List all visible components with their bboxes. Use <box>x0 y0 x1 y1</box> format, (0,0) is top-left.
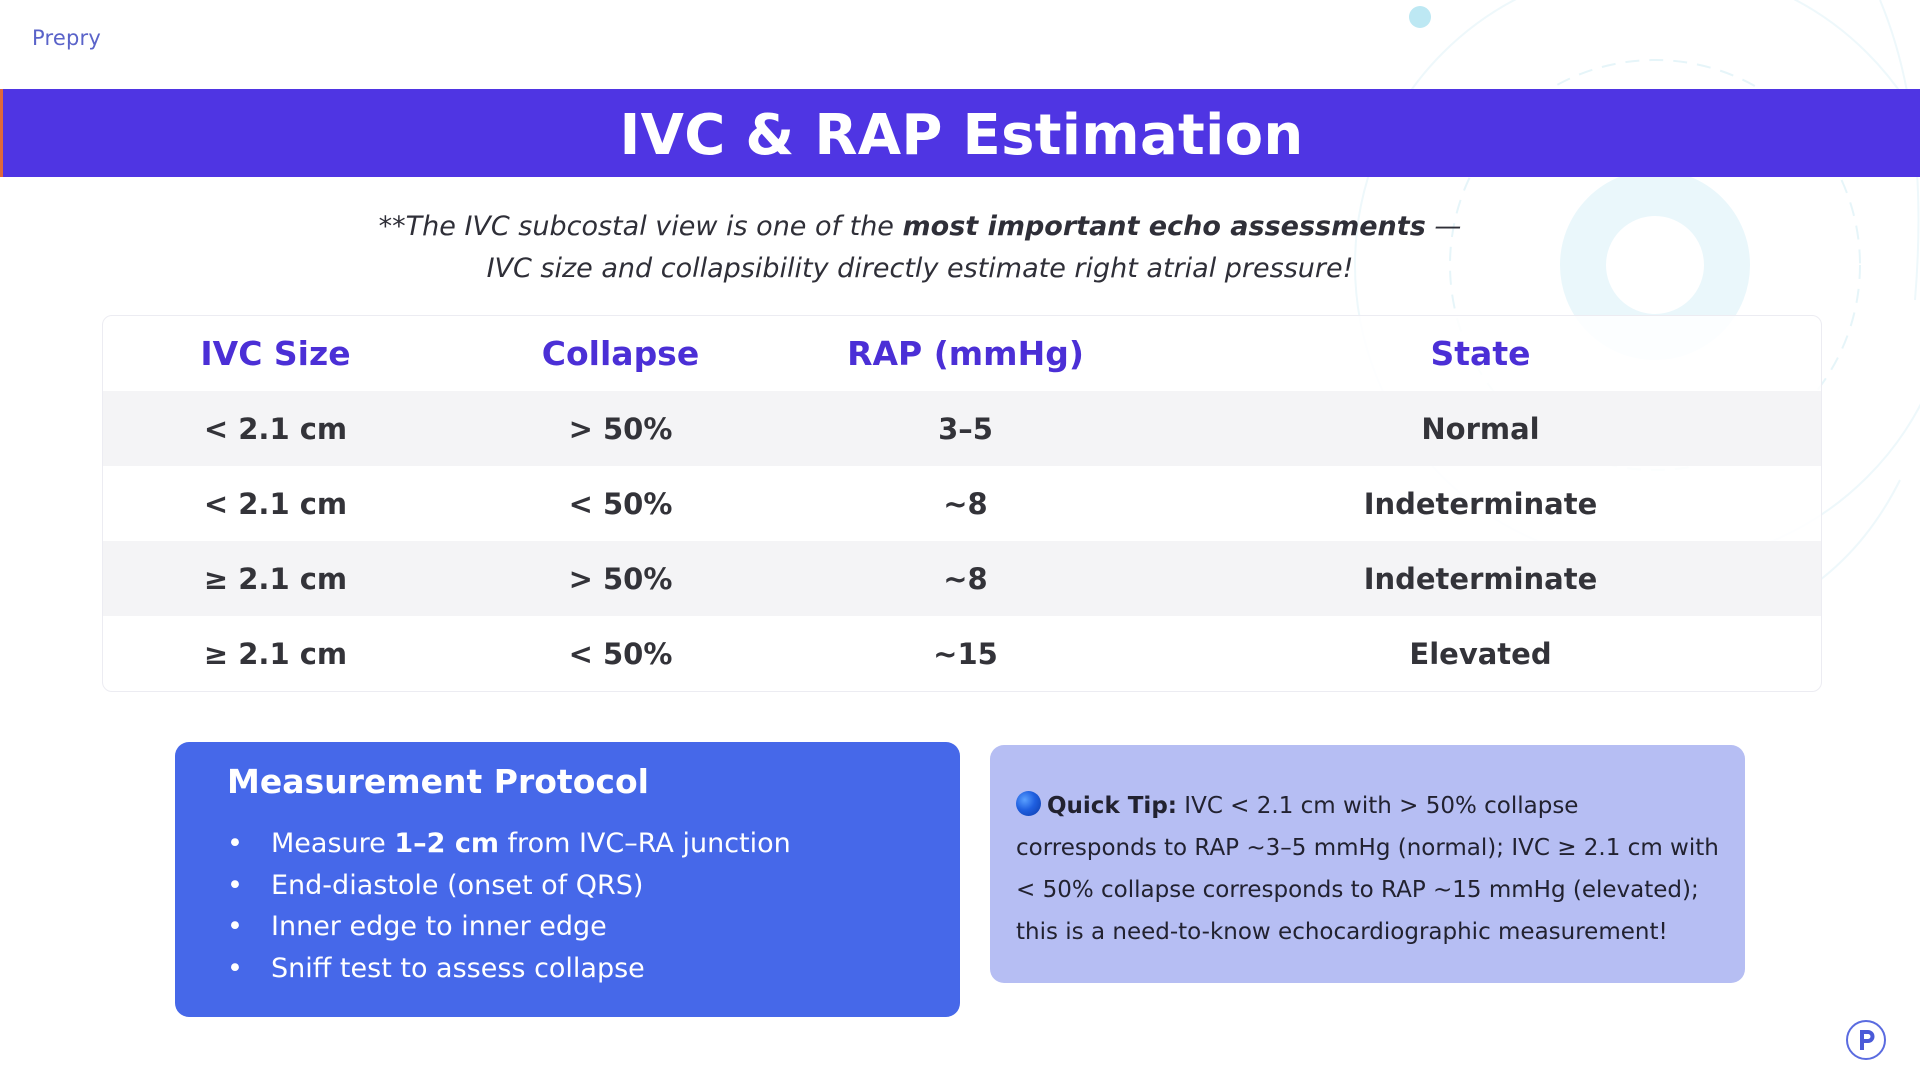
table-row: ≥ 2.1 cm > 50% ~8 Indeterminate <box>103 541 1821 616</box>
cell-rap: 3–5 <box>793 391 1138 466</box>
table-row: ≥ 2.1 cm < 50% ~15 Elevated <box>103 616 1821 691</box>
subtitle-line1-suffix: — <box>1425 211 1462 242</box>
bullet-icon: • <box>227 911 243 942</box>
list-item: • Sniff test to assess collapse <box>227 948 960 990</box>
cell-ivc-size: ≥ 2.1 cm <box>103 541 448 616</box>
blue-circle-icon <box>1016 791 1041 816</box>
bullet-icon: • <box>227 952 243 984</box>
prepry-logo-icon <box>1846 1020 1886 1060</box>
cell-state: Indeterminate <box>1363 486 1598 521</box>
item-suffix: from IVC–RA junction <box>498 828 791 859</box>
cell-rap: ~8 <box>793 541 1138 616</box>
subtitle-line2: IVC size and collapsibility directly est… <box>486 253 1354 284</box>
list-item: • End-diastole (onset of QRS) <box>227 865 960 907</box>
subtitle-line1-prefix: **The IVC subcostal view is one of the <box>378 211 903 242</box>
item-bold: 1–2 cm <box>394 828 499 859</box>
header-state: State <box>1430 334 1531 373</box>
item-text: End-diastole (onset of QRS) <box>271 869 644 901</box>
cell-ivc-size: < 2.1 cm <box>103 391 448 466</box>
protocol-title: Measurement Protocol <box>227 762 649 801</box>
subtitle: **The IVC subcostal view is one of the m… <box>0 206 1840 290</box>
measurement-protocol-card: Measurement Protocol • Measure 1–2 cm fro… <box>175 742 960 1017</box>
item-text: Sniff test to assess collapse <box>271 952 645 984</box>
list-item: • Inner edge to inner edge <box>227 906 960 948</box>
cell-rap: ~15 <box>933 636 998 671</box>
cell-ivc-size: ≥ 2.1 cm <box>203 636 348 671</box>
cell-collapse: > 50% <box>448 541 793 616</box>
title-bar: IVC & RAP Estimation <box>0 89 1920 177</box>
table-header-row: IVC Size Collapse RAP (mmHg) State <box>103 316 1821 391</box>
cell-state: Normal <box>1138 391 1821 466</box>
cell-state: Indeterminate <box>1138 541 1821 616</box>
item-prefix: Measure <box>271 828 395 859</box>
header-ivc-size: IVC Size <box>200 334 351 373</box>
page-title: IVC & RAP Estimation <box>619 102 1304 168</box>
subtitle-line1: **The IVC subcostal view is one of the m… <box>379 211 1462 242</box>
logo-glyph <box>1860 1030 1875 1050</box>
quick-tip-card: Quick Tip: IVC < 2.1 cm with > 50% colla… <box>990 745 1745 983</box>
protocol-list: • Measure 1–2 cm from IVC–RA junction • En… <box>227 823 960 989</box>
bullet-icon: • <box>227 828 243 859</box>
tip-text: IVC < 2.1 cm with > 50% collapse corresp… <box>1016 793 1719 945</box>
bullet-icon: • <box>227 869 243 901</box>
item-text: Inner edge to inner edge <box>271 911 607 942</box>
cell-rap: ~8 <box>943 486 988 521</box>
cell-state: Elevated <box>1409 636 1552 671</box>
subtitle-line1-bold: most important echo assessments <box>902 211 1426 242</box>
cell-collapse: > 50% <box>448 391 793 466</box>
tip-label: Quick Tip: <box>1047 793 1177 819</box>
brand-name: Prepry <box>32 26 101 50</box>
list-item: • Measure 1–2 cm from IVC–RA junction <box>227 823 960 865</box>
ivc-rap-table: IVC Size Collapse RAP (mmHg) State < 2.1… <box>103 316 1821 691</box>
header-collapse: Collapse <box>541 334 700 373</box>
cell-collapse: < 50% <box>568 486 673 521</box>
table-row: < 2.1 cm > 50% 3–5 Normal <box>103 391 1821 466</box>
cell-collapse: < 50% <box>568 636 673 671</box>
cell-ivc-size: < 2.1 cm <box>203 486 348 521</box>
ivc-rap-table-card: IVC Size Collapse RAP (mmHg) State < 2.1… <box>102 315 1822 692</box>
table-row: < 2.1 cm < 50% ~8 Indeterminate <box>103 466 1821 541</box>
header-rap: RAP (mmHg) <box>847 334 1084 373</box>
